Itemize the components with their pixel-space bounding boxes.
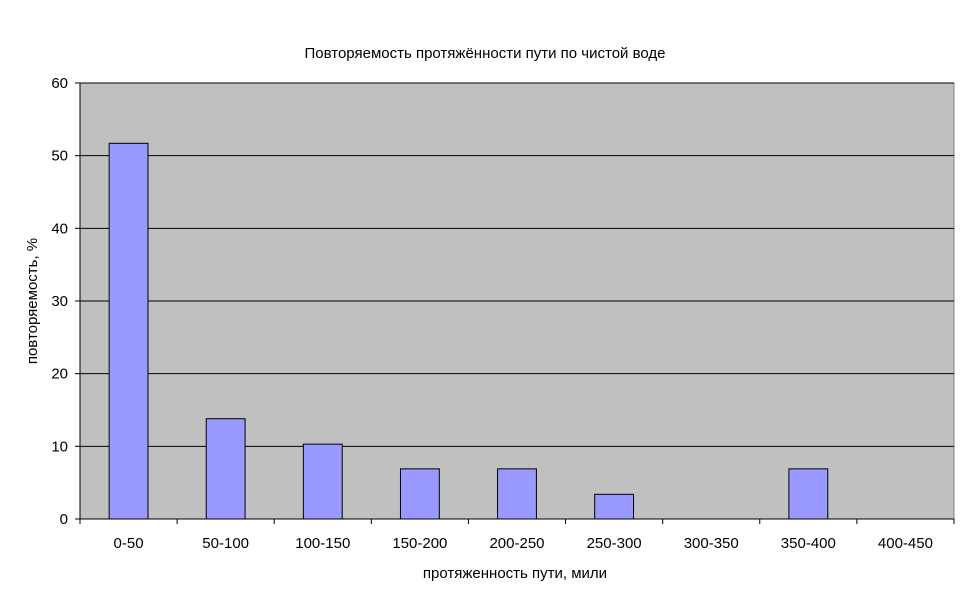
x-tick-label: 300-350 <box>684 535 739 552</box>
y-axis-label: повторяемость, % <box>24 238 41 364</box>
x-tick-label: 400-450 <box>878 535 933 552</box>
x-tick-label: 150-200 <box>392 535 447 552</box>
x-axis-label: протяженность пути, мили <box>423 565 607 582</box>
chart-title: Повторяемость протяжённости пути по чист… <box>305 45 666 62</box>
bars <box>108 142 829 520</box>
x-tick-label: 0-50 <box>114 535 144 552</box>
y-tick-label: 20 <box>51 366 68 383</box>
y-tick-label: 10 <box>51 438 68 455</box>
y-tick-label: 0 <box>60 511 68 528</box>
x-tick-label: 200-250 <box>489 535 544 552</box>
y-tick-labels: 0 10 20 30 40 50 60 <box>51 75 68 528</box>
bar-200-250 <box>497 468 537 520</box>
x-tick-labels: 0-50 50-100 100-150 150-200 200-250 250-300 30… <box>114 535 933 552</box>
x-tick-label: 50-100 <box>202 535 249 552</box>
x-tick-label: 350-400 <box>781 535 836 552</box>
bar-0-50 <box>108 142 149 520</box>
bar-350-400 <box>788 468 829 520</box>
x-tick-label: 100-150 <box>295 535 350 552</box>
y-tick-label: 40 <box>51 220 68 237</box>
bar-250-300 <box>594 493 635 520</box>
bar-100-150 <box>302 443 343 520</box>
y-tick-label: 60 <box>51 75 68 92</box>
y-tick-label: 30 <box>51 293 68 310</box>
bar-150-200 <box>399 468 440 520</box>
bar-50-100 <box>205 418 246 520</box>
axes <box>75 82 955 524</box>
y-tick-label: 50 <box>51 148 68 165</box>
x-tick-label: 250-300 <box>587 535 642 552</box>
